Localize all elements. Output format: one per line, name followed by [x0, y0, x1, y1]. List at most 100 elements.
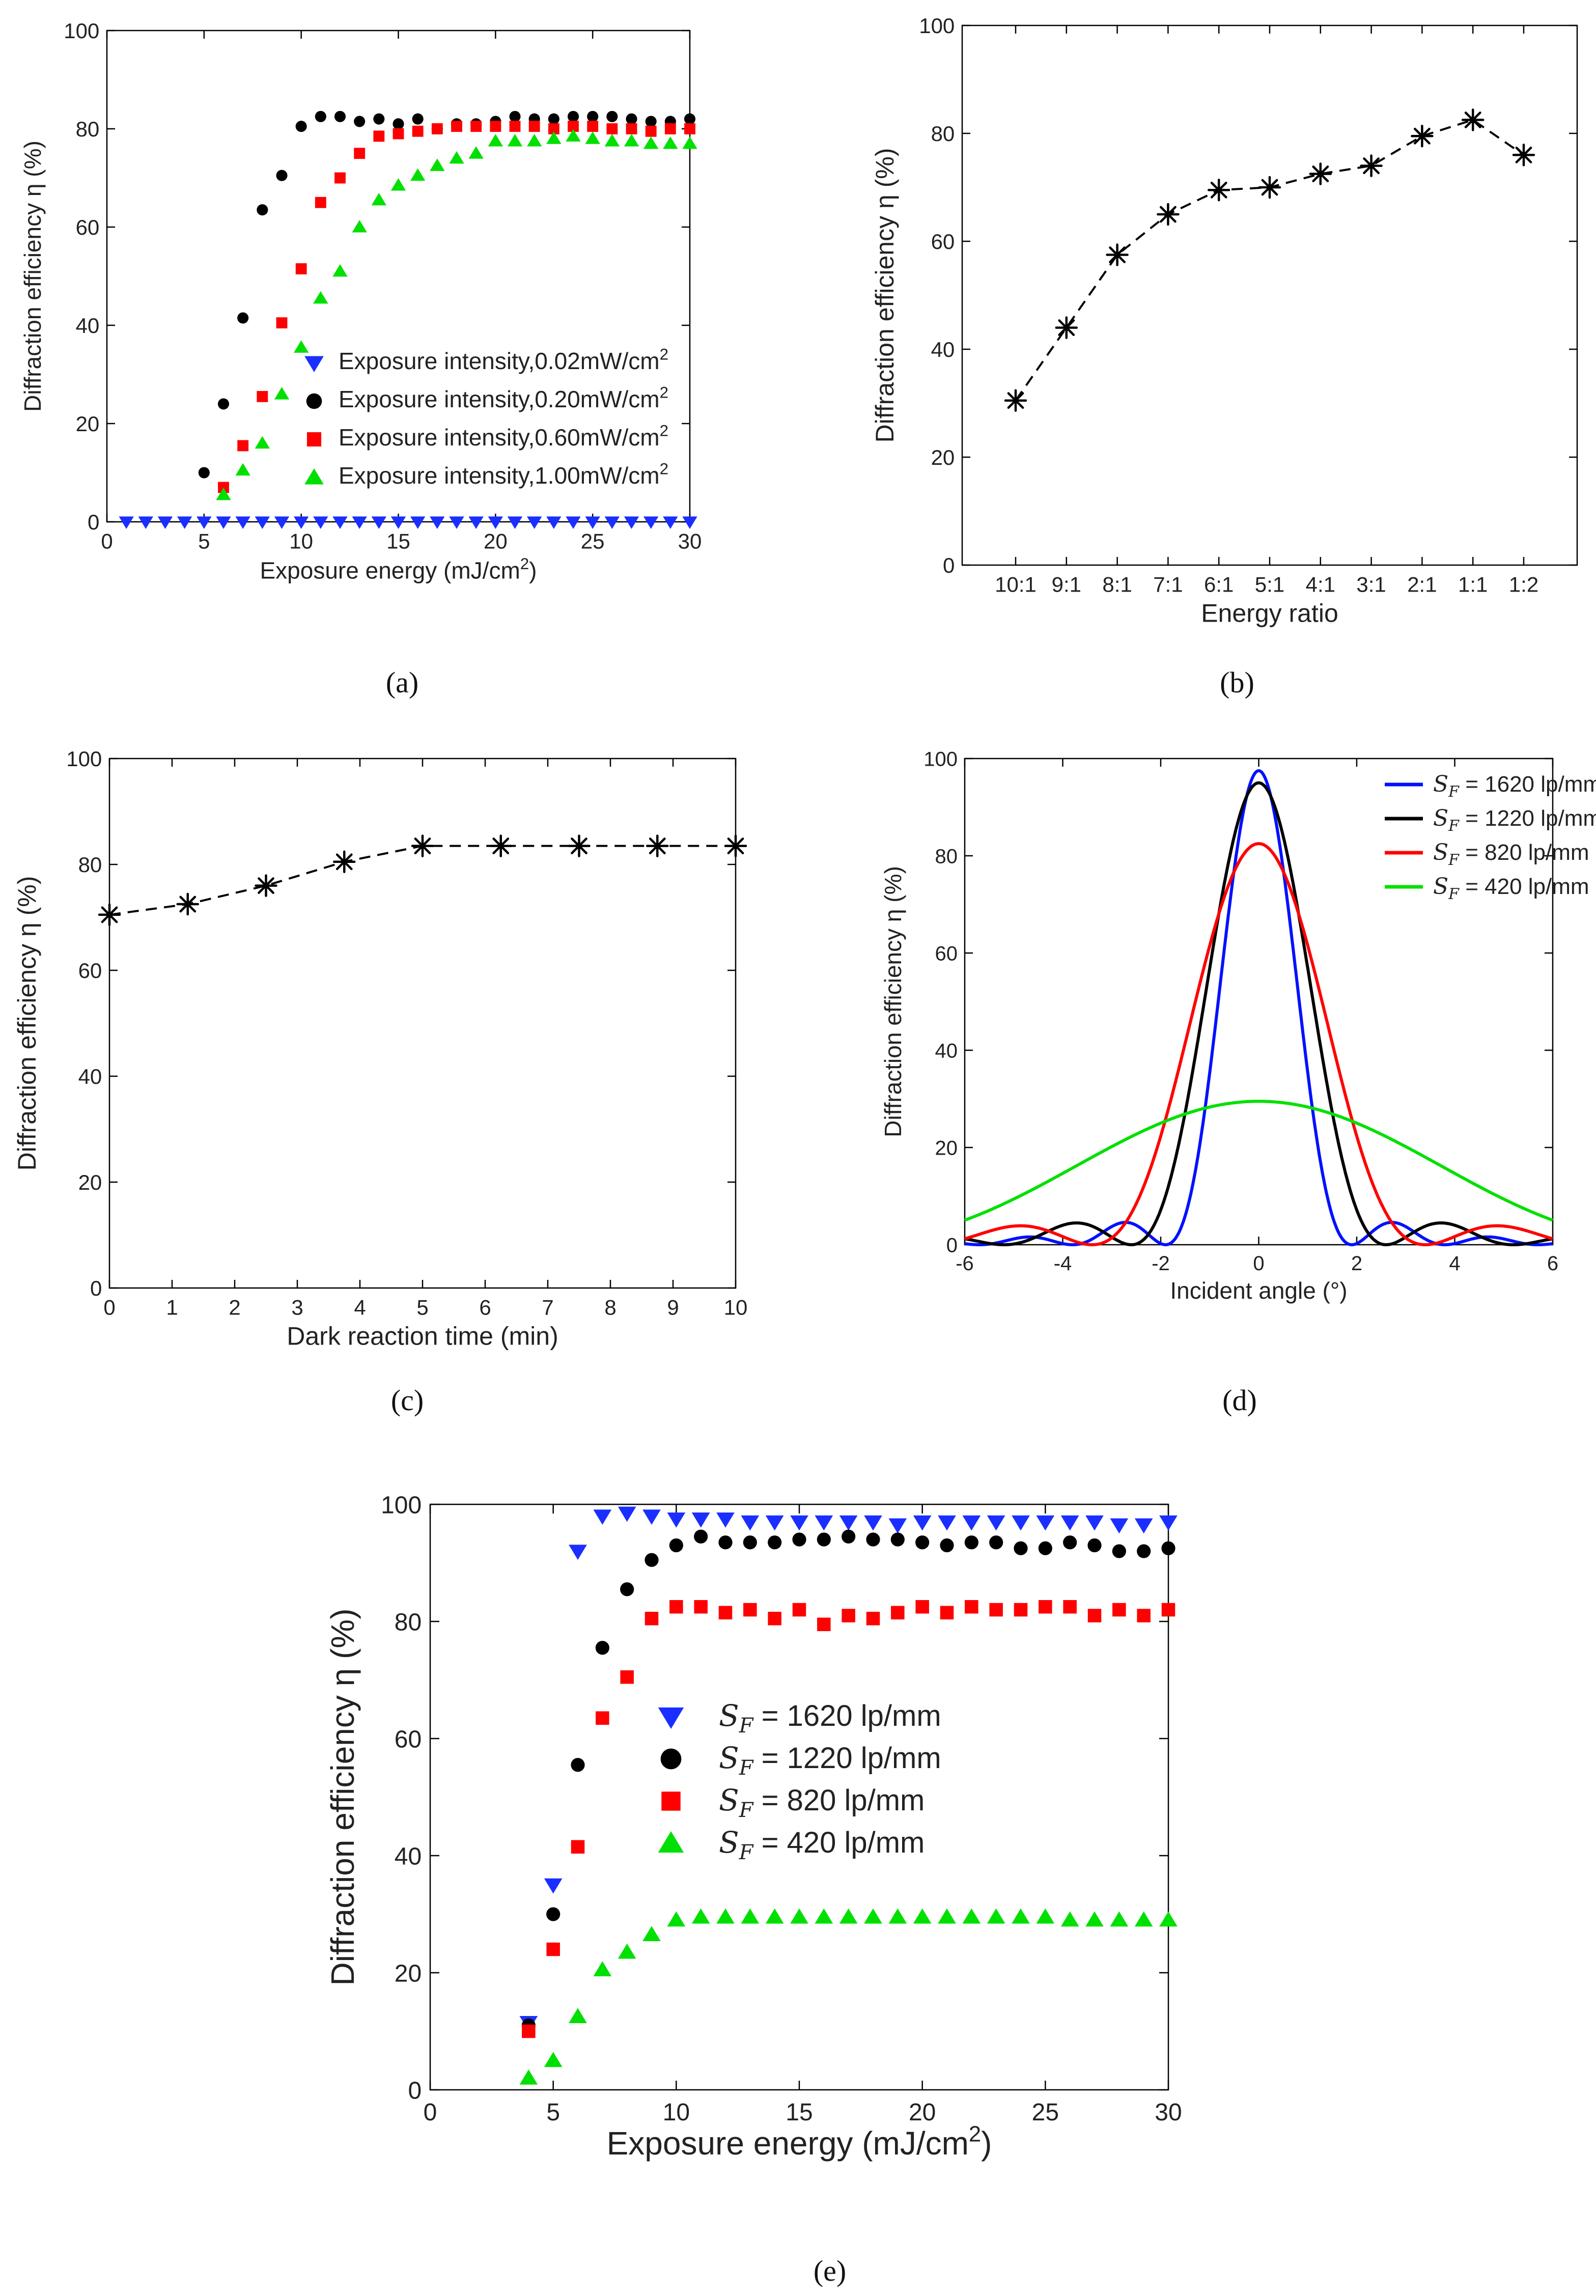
- data-point: [522, 2024, 536, 2038]
- data-point: [790, 1908, 808, 1924]
- data-point: [694, 1600, 708, 1614]
- label-part: S: [719, 1825, 739, 1860]
- series-curve: [964, 1100, 1554, 1222]
- x-axis-label: Dark reaction time (min): [287, 1322, 558, 1350]
- data-point: [255, 516, 270, 529]
- data-point: [888, 1518, 907, 1534]
- data-point: [915, 1600, 929, 1614]
- legend-label: Exposure intensity,0.60mW/cm2: [339, 422, 668, 451]
- legend-label: SF = 420 lp/mm: [1433, 874, 1589, 903]
- x-axis-label: Incident angle (°): [1170, 1277, 1347, 1304]
- series-triangle-down: [119, 516, 697, 529]
- data-point: [410, 168, 426, 181]
- legend-label: SF = 820 lp/mm: [1433, 839, 1589, 869]
- x-tick-label: 0: [1253, 1252, 1264, 1275]
- data-point: [1106, 243, 1129, 266]
- x-tick-label: 0: [424, 2099, 437, 2126]
- label-part: Exposure intensity,1.00mW/cm: [339, 462, 660, 489]
- asterisk-stroke: [258, 877, 274, 894]
- data-point: [544, 2052, 563, 2067]
- x-tick-label: 4:1: [1306, 573, 1335, 597]
- data-point: [218, 482, 229, 493]
- data-point: [645, 116, 657, 127]
- label-part: F: [739, 1841, 754, 1864]
- y-tick-label: 100: [381, 1492, 422, 1519]
- label-part: ): [529, 557, 537, 583]
- data-point: [891, 1606, 905, 1620]
- data-point: [470, 121, 482, 132]
- data-point: [593, 1961, 612, 1976]
- data-point: [765, 1515, 784, 1531]
- label-part: Exposure intensity,0.20mW/cm: [339, 386, 660, 412]
- data-point: [664, 123, 676, 134]
- y-tick-label: 40: [76, 314, 100, 338]
- data-point: [716, 1513, 735, 1528]
- data-point: [334, 172, 346, 184]
- data-point: [546, 1907, 561, 1921]
- data-point: [257, 391, 268, 402]
- x-tick-label: 10: [724, 1296, 748, 1320]
- x-tick-label: 5: [416, 1296, 428, 1320]
- data-point: [724, 834, 747, 857]
- data-point: [1063, 1535, 1077, 1550]
- data-point: [620, 1670, 634, 1684]
- data-point: [546, 131, 562, 144]
- y-tick-label: 100: [919, 14, 955, 38]
- data-point: [507, 134, 523, 147]
- data-point: [1060, 1515, 1079, 1531]
- data-point: [354, 116, 366, 127]
- y-tick-label: 60: [76, 215, 100, 239]
- data-point: [519, 2069, 538, 2085]
- data-point: [1087, 1538, 1102, 1553]
- legend-label: SF = 1220 lp/mm: [719, 1741, 941, 1780]
- data-point: [684, 113, 696, 125]
- asterisk-stroke: [335, 853, 353, 871]
- asterisk-stroke: [1261, 179, 1278, 196]
- superscript: 2: [660, 346, 668, 363]
- data-point: [352, 516, 367, 529]
- data-point: [938, 1908, 956, 1924]
- data-point: [334, 110, 346, 122]
- data-point: [528, 121, 540, 132]
- data-point: [962, 1908, 981, 1924]
- data-point: [430, 158, 445, 171]
- data-point: [839, 1515, 858, 1531]
- data-point: [718, 1606, 733, 1620]
- legend-label: SF = 420 lp/mm: [719, 1825, 925, 1864]
- data-point: [585, 131, 600, 144]
- data-point: [569, 2008, 587, 2023]
- panel-label: (e): [814, 2254, 846, 2287]
- data-point: [646, 834, 669, 857]
- data-point: [1085, 1515, 1104, 1531]
- y-tick-label: 80: [78, 853, 102, 877]
- x-axis-label: Exposure energy (mJ/cm2): [260, 555, 537, 583]
- data-point: [566, 516, 581, 529]
- asterisk-stroke: [1414, 127, 1431, 145]
- y-axis-label: Diffraction efficiency η (%): [871, 148, 899, 443]
- chart-panel-a: 0 5 10 15 20 25 30 0 20 40 60 80 100 Exposure energy …: [19, 19, 702, 699]
- panel-label: (a): [386, 666, 418, 699]
- y-tick-label: 60: [395, 1726, 422, 1753]
- data-point: [940, 1538, 954, 1553]
- x-tick-label: 1: [166, 1296, 178, 1320]
- data-point: [315, 197, 326, 208]
- series-triangle-up: [519, 1908, 1178, 2085]
- data-point: [548, 123, 559, 134]
- x-tick-label: 2: [229, 1296, 240, 1320]
- asterisk-stroke: [1007, 392, 1024, 409]
- data-point: [768, 1535, 782, 1550]
- data-point: [691, 1513, 710, 1528]
- data-point: [792, 1603, 806, 1617]
- data-point: [1134, 1911, 1153, 1927]
- data-point: [839, 1908, 858, 1924]
- label-part: ): [981, 2125, 992, 2162]
- data-point: [1161, 1541, 1175, 1555]
- label-part: S: [1433, 874, 1448, 900]
- data-point: [333, 850, 356, 874]
- x-tick-label: 0: [103, 1296, 115, 1320]
- data-point: [842, 1529, 856, 1544]
- data-point: [913, 1515, 932, 1531]
- y-tick-label: 40: [931, 338, 955, 361]
